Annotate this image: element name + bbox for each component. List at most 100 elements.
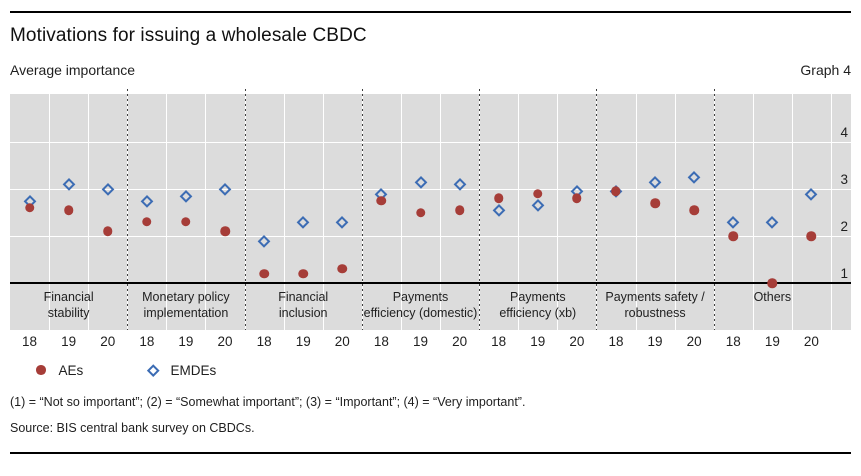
diamond-marker-icon: [147, 363, 160, 377]
data-point-diamond-EMDEs: [140, 194, 153, 207]
gridline-vertical: [635, 94, 637, 330]
legend-item-AEs: AEs: [36, 361, 83, 379]
data-point-dot-AEs: [806, 231, 817, 241]
legend-label: EMDEs: [170, 362, 217, 378]
gridline-vertical: [322, 94, 324, 330]
year-tick-label: 20: [686, 334, 702, 349]
category-label: Payments efficiency (domestic): [363, 290, 478, 320]
data-point-diamond-EMDEs: [727, 215, 740, 228]
gridline-vertical: [791, 94, 793, 330]
data-point-dot-AEs: [454, 205, 465, 215]
year-tick-label: 18: [491, 334, 507, 349]
gridline-vertical: [49, 94, 51, 330]
data-point-diamond-EMDEs: [492, 204, 505, 217]
category-label: Monetary policy implementation: [142, 290, 230, 320]
data-point-dot-AEs: [611, 186, 621, 197]
y-axis-caption: Average importance: [10, 62, 136, 78]
data-point-dot-AEs: [63, 205, 74, 215]
category-label: Payments safety / robustness: [605, 290, 705, 320]
gridline-horizontal: [10, 236, 851, 237]
section-separator: [361, 89, 363, 330]
year-tick-label: 18: [373, 334, 389, 349]
x-axis-year-labels: 18 19 20 18 19 20 18 19 20 18 19 20 18 19 20 18 19 20 18 19…: [10, 334, 851, 350]
year-tick-label: 19: [530, 334, 546, 349]
x-axis-line: [10, 282, 851, 284]
gridline-horizontal: [10, 142, 851, 143]
year-tick-label: 19: [764, 334, 780, 349]
data-point-dot-AEs: [728, 231, 738, 241]
year-tick-label: 18: [608, 334, 624, 349]
data-point-dot-AEs: [298, 268, 308, 279]
chart-title: Motivations for issuing a wholesale CBDC: [10, 25, 367, 46]
section-separator: [127, 89, 129, 330]
data-point-diamond-EMDEs: [219, 182, 232, 196]
y-tick-label: 4: [840, 125, 848, 140]
data-point-dot-AEs: [220, 226, 230, 237]
source-line: Source: BIS central bank survey on CBDCs…: [10, 421, 255, 435]
gridline-vertical: [88, 94, 90, 330]
data-point-dot-AEs: [376, 196, 387, 206]
data-point-diamond-EMDEs: [297, 215, 310, 228]
dot-marker-icon: [36, 365, 46, 375]
section-separator: [479, 89, 481, 330]
data-point-diamond-EMDEs: [766, 215, 779, 228]
subtitle-row: Average importance Graph 4: [10, 62, 851, 78]
footnote: (1) = “Not so important”; (2) = “Somewha…: [10, 395, 526, 409]
plot-area: 1 2 3 4 Financial stability Monetary policy imp…: [10, 89, 851, 330]
legend-item-EMDEs: EMDEs: [147, 361, 217, 379]
data-point-diamond-EMDEs: [336, 215, 349, 228]
data-point-diamond-EMDEs: [414, 175, 427, 188]
year-tick-label: 19: [61, 334, 77, 349]
data-point-dot-AEs: [259, 268, 269, 279]
y-tick-label: 3: [840, 172, 848, 187]
category-label: Others: [753, 290, 792, 304]
data-point-dot-AEs: [767, 278, 778, 288]
gridline-vertical: [518, 94, 520, 330]
gridline-vertical: [831, 94, 832, 330]
year-tick-label: 19: [412, 334, 429, 349]
data-point-dot-AEs: [102, 226, 113, 237]
bottom-rule: [10, 452, 851, 454]
gridline-vertical: [674, 94, 676, 330]
data-point-diamond-EMDEs: [101, 182, 114, 196]
top-rule: [10, 11, 851, 13]
section-separator: [244, 89, 246, 330]
data-point-dot-AEs: [181, 217, 191, 227]
year-tick-label: 20: [334, 334, 350, 349]
year-tick-label: 20: [803, 334, 819, 349]
year-tick-label: 18: [256, 334, 272, 349]
year-tick-label: 18: [139, 334, 155, 349]
category-label: Financial inclusion: [278, 290, 329, 320]
gridline-vertical: [205, 94, 207, 330]
data-point-dot-AEs: [337, 264, 348, 274]
graph-number: Graph 4: [800, 62, 851, 78]
gridline-vertical: [557, 94, 559, 330]
data-point-diamond-EMDEs: [179, 190, 192, 203]
data-point-diamond-EMDEs: [531, 199, 544, 212]
data-point-dot-AEs: [415, 207, 426, 218]
y-tick-label: 2: [840, 219, 848, 234]
data-point-dot-AEs: [572, 193, 582, 204]
data-point-diamond-EMDEs: [649, 175, 662, 188]
year-tick-label: 19: [647, 334, 663, 349]
gridline-vertical: [166, 94, 168, 330]
year-tick-label: 20: [452, 334, 468, 349]
data-point-diamond-EMDEs: [688, 171, 701, 184]
gridline-vertical: [440, 94, 442, 330]
legend: AEs EMDEs: [10, 361, 851, 379]
category-label: Financial stability: [43, 290, 94, 320]
data-point-dot-AEs: [689, 205, 699, 215]
section-separator: [713, 89, 715, 330]
legend-label: AEs: [58, 362, 84, 378]
year-tick-label: 20: [100, 334, 116, 349]
section-separator: [596, 89, 598, 330]
year-tick-label: 18: [22, 334, 38, 349]
category-label: Payments efficiency (xb): [499, 290, 577, 320]
data-point-dot-AEs: [533, 188, 543, 199]
data-point-dot-AEs: [142, 217, 152, 227]
year-tick-label: 19: [295, 334, 311, 349]
y-tick-label: 1: [840, 266, 848, 281]
gridline-vertical: [752, 94, 754, 330]
gridline-vertical: [283, 94, 285, 330]
